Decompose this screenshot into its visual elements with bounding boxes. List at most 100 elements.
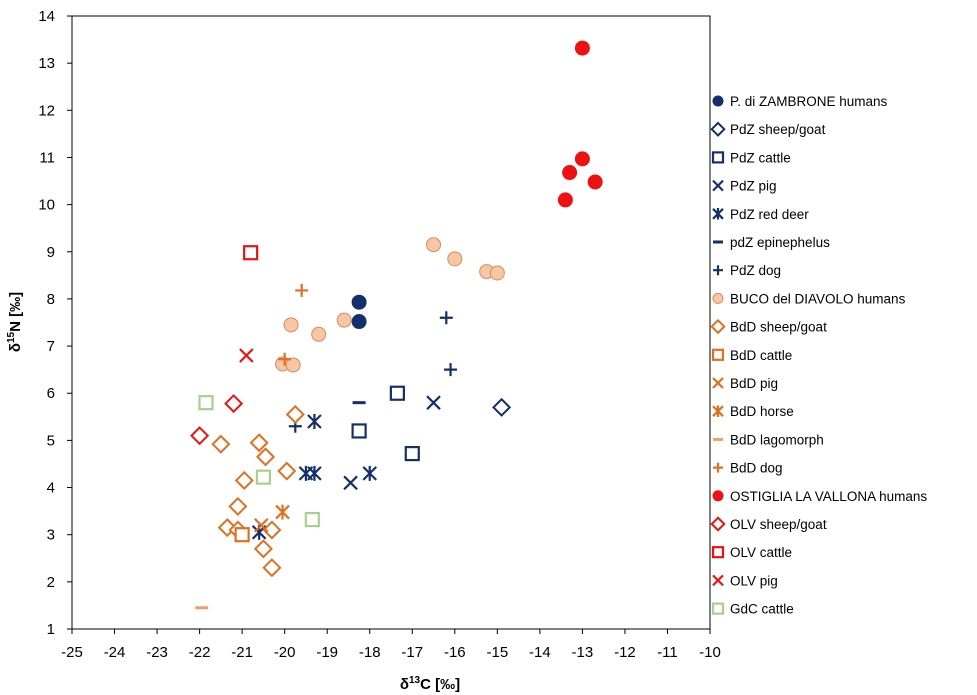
x-tick-label: -25	[61, 644, 83, 661]
legend-marker	[712, 95, 724, 107]
y-tick-label: 5	[47, 432, 55, 449]
legend-label: pdZ epinephelus	[730, 235, 830, 250]
legend-marker	[712, 574, 724, 587]
legend-marker	[712, 179, 724, 192]
y-tick-label: 1	[47, 621, 55, 638]
y-tick-label: 14	[38, 8, 55, 25]
data-point	[489, 265, 505, 281]
x-tick-label: -13	[572, 644, 594, 661]
legend-marker	[710, 318, 726, 335]
data-point	[562, 165, 578, 181]
y-axis-title: δ15N [‰]	[6, 292, 24, 352]
data-point	[283, 317, 299, 333]
y-tick-label: 3	[47, 527, 55, 544]
x-tick-label: -16	[444, 644, 466, 661]
x-tick-label: -18	[359, 644, 381, 661]
data-points	[190, 40, 603, 610]
data-point	[211, 434, 231, 454]
y-tick-label: 2	[47, 574, 55, 591]
y-tick-label: 10	[38, 197, 55, 214]
x-tick-label: -12	[614, 644, 636, 661]
y-tick-label: 12	[38, 102, 55, 119]
legend-label: PdZ red deer	[730, 207, 809, 222]
legend-marker	[713, 462, 723, 473]
legend-marker	[712, 292, 724, 304]
x-tick-label: -11	[657, 644, 678, 661]
data-point	[255, 447, 276, 467]
x-tick-label: -19	[316, 644, 338, 661]
data-point	[190, 426, 210, 446]
legend-label: OLV cattle	[730, 545, 792, 560]
data-point	[243, 245, 259, 261]
data-point	[439, 311, 453, 325]
x-axis-ticks: -25 -24 -23 -22 -21 -20 -19 -18 -17 -16 -15 -14 -13 -…	[61, 629, 721, 661]
y-tick-label: 4	[47, 480, 55, 497]
legend-label: GdC cattle	[730, 602, 794, 617]
legend-marker	[712, 490, 724, 502]
data-point	[285, 404, 305, 424]
y-tick-label: 9	[47, 244, 55, 261]
legend-marker	[712, 208, 724, 220]
data-point	[351, 314, 367, 330]
data-point	[557, 192, 573, 208]
legend-marker	[712, 405, 724, 417]
data-point	[426, 395, 441, 410]
legend-label: BdD horse	[730, 404, 794, 419]
data-point	[343, 475, 358, 491]
data-point	[336, 312, 352, 328]
legend-marker	[711, 151, 725, 164]
x-tick-label: -17	[401, 644, 423, 661]
data-point	[351, 294, 367, 310]
data-point	[239, 348, 254, 363]
legend-label: BdD sheep/goat	[730, 320, 827, 335]
legend-marker	[710, 516, 726, 532]
y-tick-label: 7	[47, 338, 55, 355]
data-point	[574, 40, 590, 56]
data-point	[311, 326, 327, 342]
data-point	[362, 465, 378, 481]
legend-label: PdZ cattle	[730, 150, 791, 165]
legend-label: OSTIGLIA LA VALLONA humans	[730, 489, 927, 504]
data-point	[426, 237, 442, 253]
legend-label: P. di ZAMBRONE humans	[730, 94, 888, 109]
y-tick-label: 6	[47, 385, 55, 402]
data-point	[262, 558, 282, 578]
legend-marker	[713, 265, 723, 276]
x-tick-label: -22	[189, 644, 211, 661]
legend-label: OLV pig	[730, 573, 778, 588]
data-point	[492, 397, 512, 417]
data-point	[444, 363, 458, 377]
legend-label: BdD dog	[730, 461, 783, 476]
data-point	[404, 445, 420, 462]
data-point	[228, 496, 248, 516]
y-tick-label: 13	[38, 55, 55, 72]
data-point	[574, 151, 590, 167]
x-tick-label: -21	[231, 644, 253, 661]
legend-label: PdZ sheep/goat	[730, 122, 826, 137]
data-point	[587, 174, 603, 190]
legend-label: PdZ dog	[730, 263, 781, 278]
data-point	[253, 517, 269, 533]
data-point	[224, 394, 244, 414]
legend-marker	[711, 602, 725, 615]
data-point	[277, 461, 297, 481]
data-point	[198, 395, 214, 411]
data-point	[234, 527, 250, 543]
legend-label: BdD cattle	[730, 348, 792, 363]
y-tick-label: 11	[39, 149, 55, 166]
x-tick-label: -20	[274, 644, 296, 661]
y-tick-label: 8	[47, 291, 55, 308]
x-tick-label: -24	[104, 644, 126, 661]
legend-marker	[711, 348, 725, 361]
data-point	[234, 470, 254, 491]
data-point	[389, 385, 405, 401]
data-point	[253, 539, 273, 559]
data-point	[255, 469, 271, 485]
data-point	[275, 504, 290, 520]
data-point	[285, 357, 301, 373]
data-point	[262, 520, 282, 540]
legend-label: BUCO del DIAVOLO humans	[730, 291, 906, 306]
x-tick-label: -23	[146, 644, 168, 661]
